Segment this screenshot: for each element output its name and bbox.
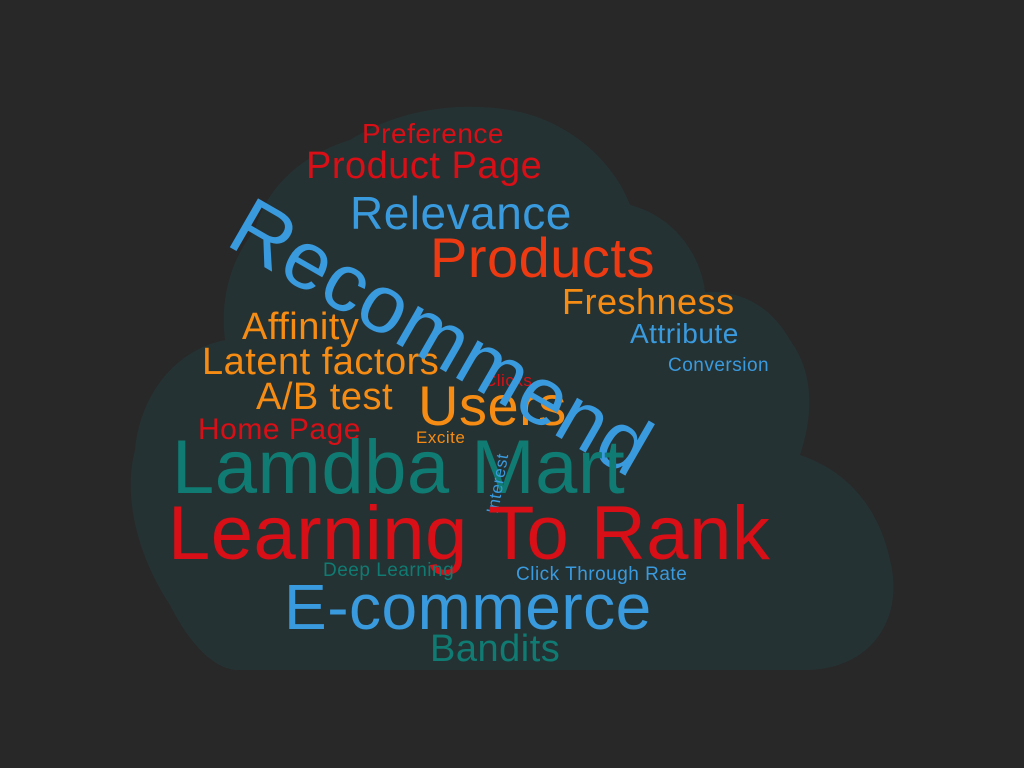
word-products: Products — [430, 226, 655, 289]
word-clicks: Clicks — [484, 371, 533, 390]
word-lamdba-mart: Lamdba Mart — [172, 425, 626, 510]
cloud-body — [130, 106, 894, 670]
word-preference: Preference — [362, 118, 504, 149]
word-freshness: Freshness — [562, 281, 735, 322]
word-affinity: Affinity — [242, 306, 360, 348]
word-attribute: Attribute — [630, 318, 739, 349]
word-excite: Excite — [416, 428, 466, 447]
word-ab-test: A/B test — [256, 376, 394, 418]
word-users: Users — [418, 374, 567, 437]
word-product-page: Product Page — [306, 145, 543, 187]
word-home-page: Home Page — [198, 413, 361, 446]
word-learning-to-rank: Learning To Rank — [168, 491, 771, 576]
word-bandits: Bandits — [430, 628, 561, 670]
word-click-through-rate: Click Through Rate — [516, 564, 688, 585]
word-conversion: Conversion — [668, 355, 770, 376]
word-latent-factors: Latent factors — [202, 341, 440, 383]
word-relevance: Relevance — [350, 187, 572, 239]
word-deep-learning: Deep Learning — [323, 560, 455, 581]
word-e-commerce: E-commerce — [284, 571, 652, 643]
